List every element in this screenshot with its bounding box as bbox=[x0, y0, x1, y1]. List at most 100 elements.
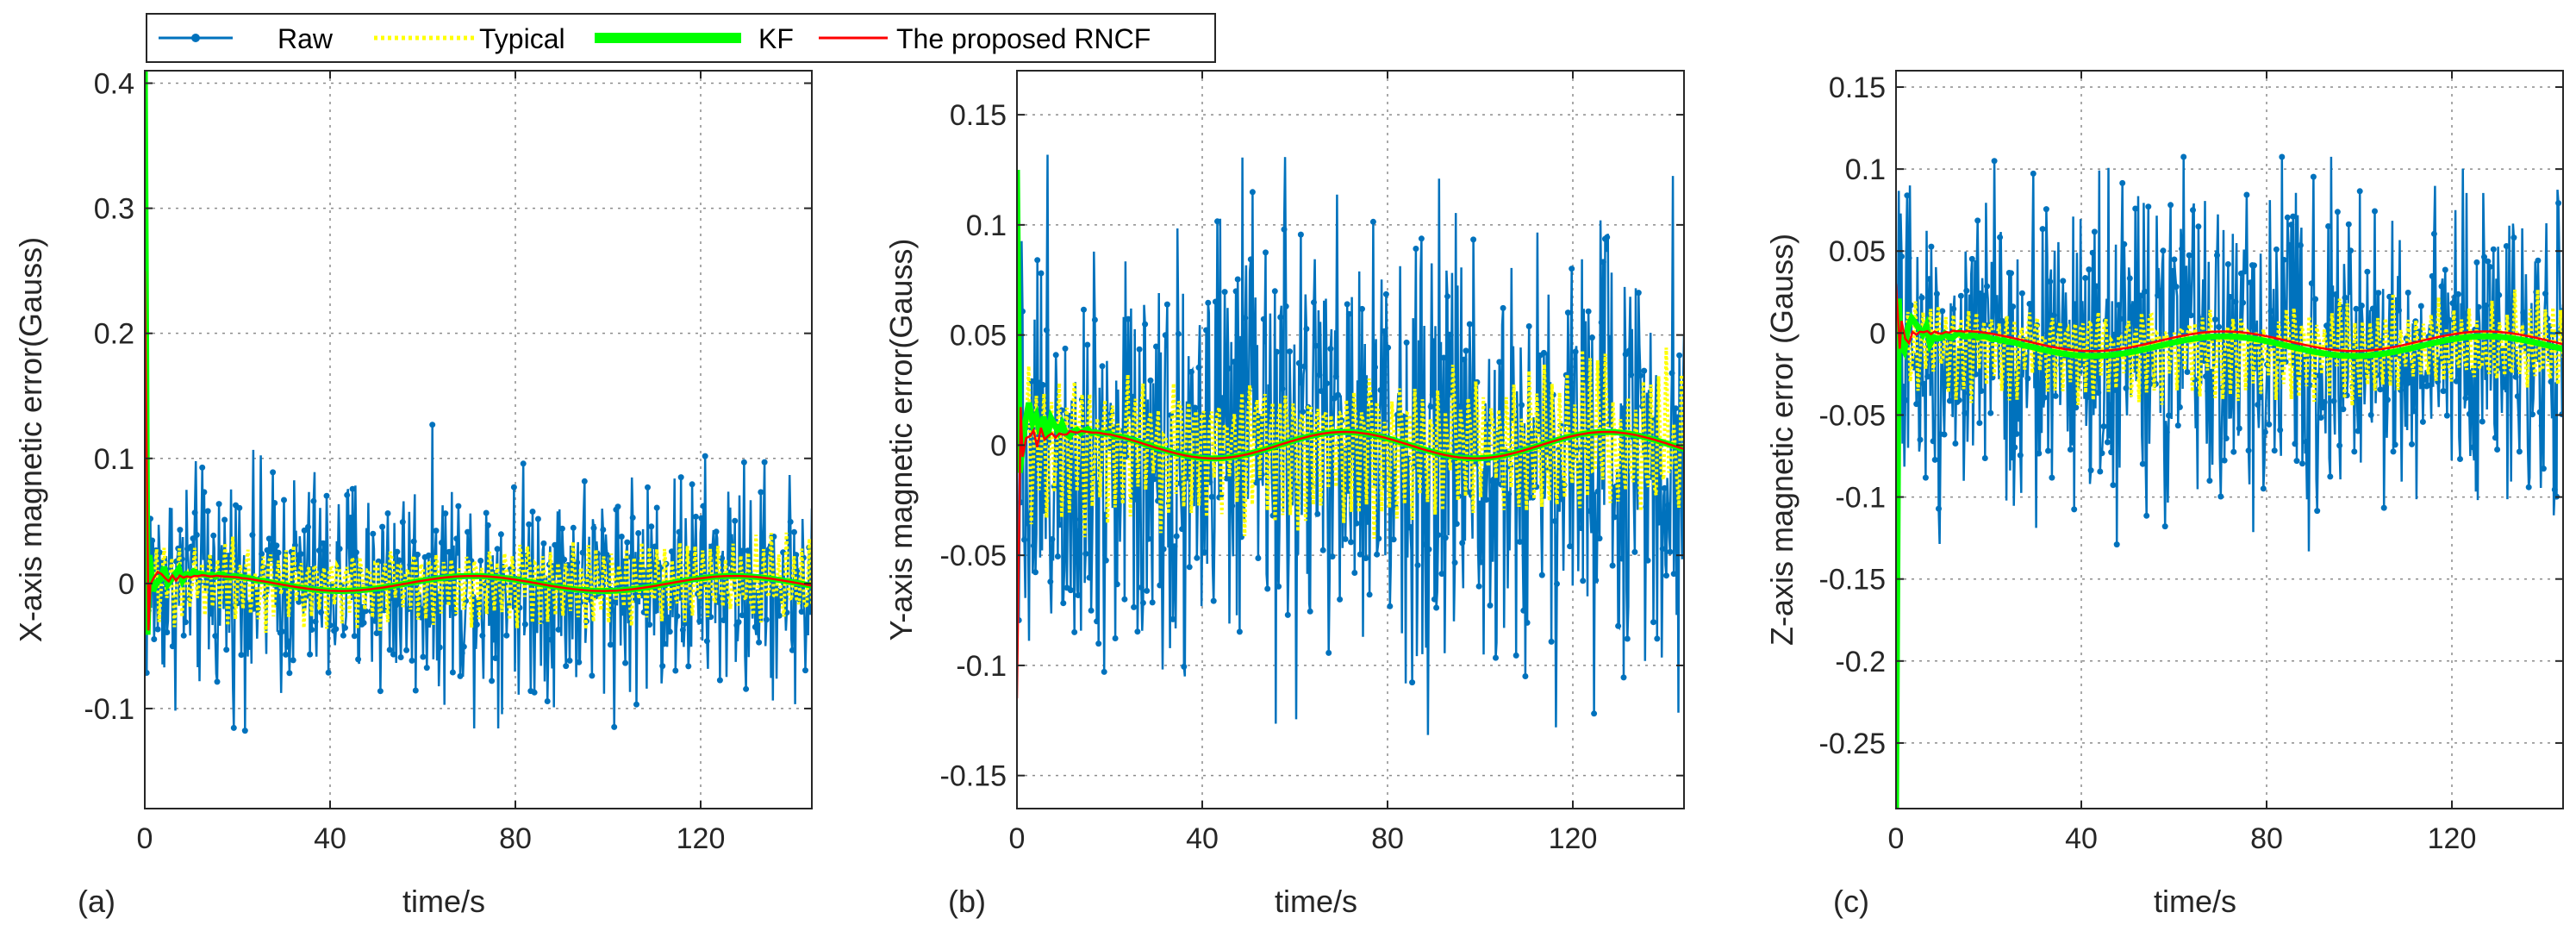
y-tick-label: 0.15 bbox=[1829, 72, 1886, 104]
raw-point bbox=[1157, 582, 1163, 589]
series-typical-line bbox=[1024, 347, 1684, 539]
raw-point bbox=[692, 513, 699, 520]
raw-point bbox=[1247, 256, 1254, 263]
raw-point bbox=[776, 612, 783, 619]
raw-point bbox=[1654, 635, 1661, 642]
raw-point bbox=[1132, 496, 1139, 503]
raw-point bbox=[1435, 532, 1442, 539]
raw-point bbox=[396, 557, 402, 564]
raw-point bbox=[1359, 305, 1365, 312]
raw-point bbox=[540, 540, 547, 547]
raw-point bbox=[1030, 542, 1037, 549]
raw-point bbox=[2316, 372, 2323, 379]
raw-point bbox=[1663, 572, 1669, 579]
raw-point bbox=[696, 618, 703, 624]
raw-point bbox=[2251, 262, 2257, 269]
raw-point bbox=[1390, 536, 1397, 543]
raw-point bbox=[312, 618, 319, 625]
raw-point bbox=[2176, 403, 2183, 410]
raw-point bbox=[2308, 280, 2315, 287]
series-rncf-line bbox=[1017, 407, 1684, 699]
raw-point bbox=[2529, 411, 2535, 418]
raw-point bbox=[1313, 342, 1319, 349]
raw-point bbox=[679, 627, 686, 634]
raw-point bbox=[1991, 158, 1998, 165]
raw-point bbox=[552, 541, 558, 548]
raw-point bbox=[342, 624, 348, 631]
raw-point bbox=[489, 678, 496, 684]
raw-point bbox=[2050, 312, 2057, 319]
raw-point bbox=[2160, 247, 2167, 254]
panel-label: (b) bbox=[948, 884, 986, 919]
raw-point bbox=[2060, 278, 2067, 284]
raw-point bbox=[151, 636, 158, 642]
raw-point bbox=[318, 609, 324, 615]
raw-point bbox=[1364, 518, 1371, 525]
x-tick-label: 120 bbox=[2428, 822, 2477, 855]
raw-point bbox=[2179, 246, 2186, 253]
raw-point bbox=[2069, 439, 2075, 446]
raw-point bbox=[2217, 493, 2224, 500]
raw-point bbox=[2010, 303, 2017, 310]
raw-point bbox=[2214, 252, 2220, 259]
raw-point bbox=[384, 510, 391, 516]
raw-point bbox=[344, 491, 351, 498]
legend-entry-raw: Raw bbox=[159, 23, 334, 54]
raw-point bbox=[1500, 304, 1506, 311]
raw-point bbox=[145, 670, 150, 676]
y-axis-label: Y-axis magnetic error(Gauss) bbox=[883, 239, 919, 641]
raw-point bbox=[1569, 266, 1575, 272]
raw-point bbox=[2173, 284, 2180, 291]
raw-point bbox=[371, 617, 378, 624]
raw-point bbox=[1060, 600, 1067, 607]
raw-point bbox=[2012, 444, 2018, 451]
raw-point bbox=[2041, 394, 2048, 401]
raw-point bbox=[2327, 473, 2334, 480]
raw-point bbox=[1324, 380, 1330, 387]
raw-point bbox=[1062, 345, 1069, 352]
raw-point bbox=[169, 643, 176, 650]
raw-point bbox=[2242, 268, 2249, 275]
axes-box bbox=[144, 70, 813, 809]
raw-point bbox=[423, 665, 430, 672]
raw-point bbox=[477, 558, 484, 564]
raw-point bbox=[410, 538, 417, 545]
raw-point bbox=[479, 632, 486, 639]
raw-point bbox=[1540, 349, 1547, 356]
raw-point bbox=[2203, 373, 2209, 380]
legend-label-kf: KF bbox=[758, 23, 794, 54]
raw-point bbox=[349, 485, 356, 492]
raw-point bbox=[1506, 490, 1512, 497]
raw-point bbox=[351, 633, 358, 640]
raw-point bbox=[457, 672, 464, 679]
raw-point bbox=[2555, 200, 2562, 207]
raw-point bbox=[230, 724, 237, 731]
raw-point bbox=[2091, 228, 2098, 235]
raw-point bbox=[761, 459, 768, 466]
raw-point bbox=[1626, 347, 1632, 354]
raw-point bbox=[510, 484, 517, 490]
raw-point bbox=[259, 551, 265, 557]
raw-point bbox=[2126, 275, 2133, 282]
raw-point bbox=[2227, 293, 2233, 300]
raw-point bbox=[1459, 540, 1466, 547]
raw-point bbox=[386, 647, 393, 653]
raw-point bbox=[2377, 386, 2384, 393]
raw-point bbox=[563, 663, 570, 670]
raw-point bbox=[503, 632, 510, 639]
raw-point bbox=[2538, 422, 2545, 429]
raw-point bbox=[1585, 308, 1592, 315]
raw-point bbox=[2446, 316, 2453, 323]
raw-point bbox=[1387, 603, 1394, 609]
raw-point bbox=[1192, 404, 1199, 411]
raw-point bbox=[492, 655, 499, 661]
raw-point bbox=[1311, 299, 1317, 306]
raw-point bbox=[1487, 602, 1494, 609]
raw-point bbox=[2139, 460, 2146, 467]
raw-point bbox=[1363, 555, 1369, 561]
raw-point bbox=[436, 644, 443, 651]
raw-point bbox=[403, 647, 410, 653]
raw-point bbox=[1151, 476, 1157, 483]
raw-point bbox=[2187, 312, 2194, 319]
raw-point bbox=[1319, 547, 1326, 553]
